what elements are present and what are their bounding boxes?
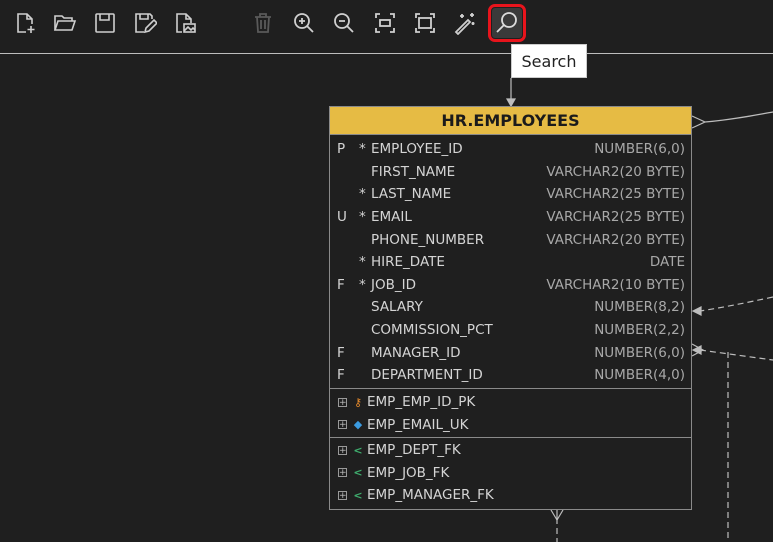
zoom-out-icon [334,13,354,33]
foreign-key-list: + < EMP_DEPT_FK + < EMP_JOB_FK + < EMP_MANAGER_F… [330,438,691,507]
search-tooltip: Search [511,44,587,78]
expand-icon[interactable]: + [338,445,347,456]
column-type: VARCHAR2(25 BYTE) [546,186,685,203]
key-name: EMP_EMP_ID_PK [367,394,476,411]
auto-layout-button[interactable] [450,8,480,38]
key-item[interactable]: + < EMP_DEPT_FK [330,439,691,462]
key-icon: ⚷ [353,395,363,409]
save-as-button[interactable] [130,8,160,38]
column-type: VARCHAR2(20 BYTE) [546,231,685,248]
column-row[interactable]: PHONE_NUMBER VARCHAR2(20 BYTE) [330,228,691,251]
column-row[interactable]: COMMISSION_PCT NUMBER(2,2) [330,319,691,342]
column-row[interactable]: U * EMAIL VARCHAR2(25 BYTE) [330,206,691,229]
fit-all-button[interactable] [410,8,440,38]
magic-wand-icon [454,13,475,35]
key-list: + ⚷ EMP_EMP_ID_PK + ◆ EMP_EMAIL_UK [330,389,691,438]
column-required: * [359,186,366,203]
column-name: MANAGER_ID [371,344,461,361]
zoom-in-button[interactable] [289,8,319,38]
column-required: * [359,209,366,226]
key-name: EMP_EMAIL_UK [367,416,469,433]
entity-title: HR.EMPLOYEES [330,107,691,135]
key-name: EMP_JOB_FK [367,464,450,481]
key-name: EMP_DEPT_FK [367,442,461,459]
save-button[interactable] [90,8,120,38]
zoom-in-icon [294,13,314,33]
search-button[interactable] [488,4,526,42]
save-edit-icon [135,13,157,34]
delete-button[interactable] [248,8,278,38]
column-type: VARCHAR2(25 BYTE) [546,209,685,226]
zoom-out-button[interactable] [329,8,359,38]
entity-hr-employees[interactable]: HR.EMPLOYEES P * EMPLOYEE_ID NUMBER(6,0) FIR… [329,106,692,510]
column-row[interactable]: F * JOB_ID VARCHAR2(10 BYTE) [330,274,691,297]
fk-icon: < [353,466,363,480]
column-name: EMPLOYEE_ID [371,141,463,158]
column-name: FIRST_NAME [371,163,456,180]
column-row[interactable]: FIRST_NAME VARCHAR2(20 BYTE) [330,161,691,184]
column-flag: P [337,141,346,158]
file-plus-icon [17,13,35,33]
diamond-icon: ◆ [353,418,363,432]
column-flag: F [337,276,345,293]
column-name: PHONE_NUMBER [371,231,485,248]
column-type: VARCHAR2(20 BYTE) [546,163,685,180]
search-icon [496,12,517,33]
column-type: NUMBER(8,2) [594,299,685,316]
expand-icon[interactable]: + [338,420,347,431]
column-type: NUMBER(6,0) [594,141,685,158]
column-type: NUMBER(6,0) [594,344,685,361]
column-row[interactable]: F DEPARTMENT_ID NUMBER(4,0) [330,364,691,387]
column-row[interactable]: * LAST_NAME VARCHAR2(25 BYTE) [330,183,691,206]
column-name: HIRE_DATE [371,254,445,271]
column-type: NUMBER(4,0) [594,367,685,384]
column-flag: F [337,344,345,361]
fit-selection-button[interactable] [370,8,400,38]
column-required: * [359,141,366,158]
column-required: * [359,276,366,293]
toolbar-divider [0,53,773,54]
save-icon [95,13,115,33]
column-name: SALARY [371,299,423,316]
column-list: P * EMPLOYEE_ID NUMBER(6,0) FIRST_NAME VARCHA… [330,135,691,389]
column-type: DATE [649,254,685,271]
column-row[interactable]: P * EMPLOYEE_ID NUMBER(6,0) [330,138,691,161]
column-name: JOB_ID [371,276,416,293]
column-type: VARCHAR2(10 BYTE) [546,276,685,293]
key-item[interactable]: + < EMP_JOB_FK [330,462,691,485]
column-row[interactable]: SALARY NUMBER(8,2) [330,296,691,319]
column-name: COMMISSION_PCT [371,322,493,339]
key-item[interactable]: + < EMP_MANAGER_FK [330,484,691,507]
column-row[interactable]: * HIRE_DATE DATE [330,251,691,274]
column-row[interactable]: F MANAGER_ID NUMBER(6,0) [330,341,691,364]
fk-icon: < [353,488,363,502]
key-item[interactable]: + ◆ EMP_EMAIL_UK [330,414,691,437]
open-button[interactable] [50,8,80,38]
column-name: DEPARTMENT_ID [371,367,483,384]
expand-icon[interactable]: + [338,397,347,408]
column-name: EMAIL [371,209,412,226]
folder-open-icon [53,15,77,31]
fit-all-icon [415,13,435,33]
fk-icon: < [353,443,363,457]
trash-icon [255,13,271,33]
column-name: LAST_NAME [371,186,452,203]
column-flag: F [337,367,345,384]
column-required: * [359,254,366,271]
new-diagram-button[interactable] [10,8,40,38]
export-image-button[interactable] [170,8,200,38]
column-flag: U [337,209,347,226]
key-item[interactable]: + ⚷ EMP_EMP_ID_PK [330,391,691,414]
column-type: NUMBER(2,2) [594,322,685,339]
fit-selection-icon [375,13,395,33]
expand-icon[interactable]: + [338,468,347,479]
key-name: EMP_MANAGER_FK [367,487,494,504]
file-image-icon [176,13,196,33]
expand-icon[interactable]: + [338,490,347,501]
